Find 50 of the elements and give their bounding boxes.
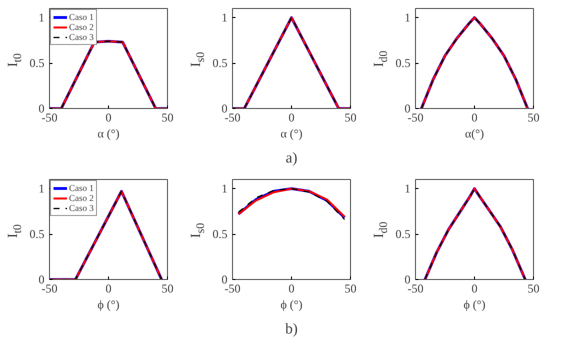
text: a) [286,150,298,166]
x-tick-label: -50 [42,110,58,124]
y-tick-label: 0.5 [212,56,228,70]
y-tick-label: 1 [38,182,44,196]
y-tick-label: 0 [38,272,44,286]
y-tick-label: 0.5 [396,227,410,242]
x-tick-label: 0 [472,282,478,296]
y-tick-label: 0.5 [212,227,228,242]
legend-label: Caso 2 [69,22,94,32]
y-tick-label: 0.5 [30,56,44,70]
y-tick-label: 0.5 [396,56,410,70]
x-axis-title: α (°) [97,126,120,140]
y-tick-label: 1 [222,10,228,25]
y-tick-label: 0 [404,102,410,116]
x-tick-label: 0 [288,282,294,296]
y-tick-label: 0 [404,272,410,286]
y-tick-label: 0 [38,102,44,116]
legend-label: Caso 3 [69,203,94,213]
x-tick-label: 50 [344,110,356,124]
x-tick-label: 0 [106,110,112,124]
y-tick-label: 0 [222,102,228,116]
y-tick-label: 0.5 [30,227,44,242]
x-tick-label: 0 [288,110,294,124]
x-tick-label: 50 [528,110,540,124]
y-tick-label: 1 [404,10,410,25]
x-tick-label: 50 [528,282,540,296]
legend-label: Caso 3 [69,32,94,42]
x-tick-label: -50 [408,282,424,296]
y-tick-label: 1 [222,182,228,196]
x-tick-label: 50 [162,282,174,296]
x-tick-label: -50 [408,110,424,124]
x-tick-label: -50 [42,282,58,296]
x-tick-label: 50 [344,282,356,296]
x-axis-title: α (°) [280,126,303,140]
legend-label: Caso 1 [69,12,94,22]
x-tick-label: 0 [106,282,112,296]
x-axis-title: ϕ (°) [280,298,303,312]
x-axis-title: ϕ (°) [97,298,120,312]
legend-label: Caso 2 [69,193,94,203]
x-tick-label: -50 [224,282,240,296]
x-tick-label: 0 [472,110,478,124]
legend-label: Caso 1 [69,183,94,193]
y-tick-label: 1 [38,10,44,25]
text: b) [285,322,298,338]
y-tick-label: 1 [404,182,410,196]
x-axis-title: α(°) [464,126,484,140]
x-axis-title: ϕ (°) [463,298,486,312]
x-tick-label: 50 [162,110,174,124]
x-tick-label: -50 [224,110,240,124]
y-tick-label: 0 [222,272,228,286]
